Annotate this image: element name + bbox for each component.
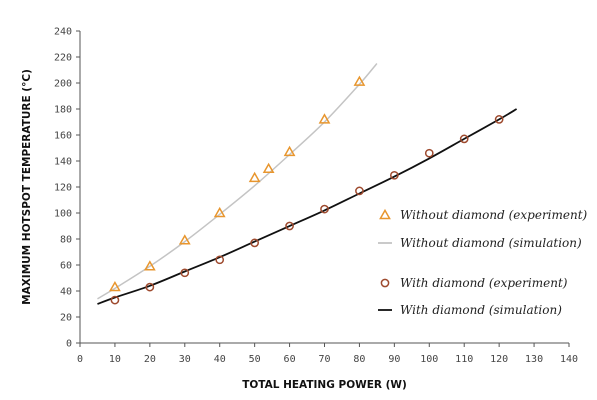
y-tick-label: 240 [54,27,72,38]
x-tick-label: 80 [353,354,365,365]
legend-swatch-marker [379,208,391,220]
x-tick-label: 100 [420,354,438,365]
series-0-point [143,260,156,271]
series-0-point [178,234,191,245]
legend-swatch-marker [380,278,390,288]
x-tick-label: 70 [318,354,330,365]
y-tick-label: 20 [60,313,72,324]
axes [76,30,570,347]
series-0-point [109,280,121,292]
series-0-point [353,75,366,86]
y-tick-label: 60 [60,261,72,272]
plot-area [97,63,518,305]
series-0-point [318,113,331,124]
x-tick-label: 120 [490,354,508,365]
series-2-point [145,282,155,292]
legend: Without diamond (experiment) Without diam… [378,208,588,317]
x-tick-label: 50 [249,354,261,365]
x-tick-label: 130 [525,354,543,365]
legend-entry: With diamond (experiment) [400,276,568,290]
series-0-point [283,145,296,157]
y-axis-label: MAXIMUM HOTSPOT TEMPERATURE (°C) [21,69,33,305]
series-2-point [355,186,364,196]
series-2-point [250,238,259,248]
series-2-point [494,115,504,124]
series-0-point [262,162,275,173]
x-tick-label: 0 [77,354,83,365]
series-2-point [424,148,434,158]
y-tick-label: 100 [54,209,72,220]
series-line-1 [97,63,378,300]
tick-labels: 0 10 20 30 40 50 60 70 80 90 100 110 120 130 140 0 20 40 6… [54,27,578,366]
x-tick-label: 90 [388,354,400,365]
x-tick-label: 110 [455,354,473,365]
series-2-point [215,255,225,265]
y-tick-label: 140 [54,157,72,168]
legend-entry: With diamond (simulation) [400,303,562,317]
x-tick-label: 140 [560,354,578,365]
series-2-point [180,268,190,278]
y-tick-label: 180 [54,105,72,116]
x-tick-label: 30 [179,354,191,365]
y-tick-label: 220 [54,53,72,64]
legend-entry: Without diamond (simulation) [400,236,582,250]
x-tick-label: 10 [109,354,121,365]
x-axis-label: TOTAL HEATING POWER (W) [242,379,407,391]
y-tick-label: 80 [60,235,72,246]
series-0-point [248,171,261,183]
series-2-point [285,221,294,231]
x-tick-label: 60 [284,354,296,365]
x-tick-label: 40 [214,354,226,365]
series-2-point [459,134,469,144]
y-tick-label: 40 [60,287,72,298]
y-tick-label: 0 [66,339,72,350]
series-0-point [213,206,226,218]
y-tick-label: 120 [54,183,72,194]
y-tick-label: 200 [54,79,72,90]
y-tick-label: 160 [54,131,72,142]
series-2-point [390,170,399,180]
series-2-point [110,295,120,305]
x-tick-label: 20 [144,354,156,365]
series-2-point [320,204,329,214]
legend-entry: Without diamond (experiment) [400,208,588,222]
